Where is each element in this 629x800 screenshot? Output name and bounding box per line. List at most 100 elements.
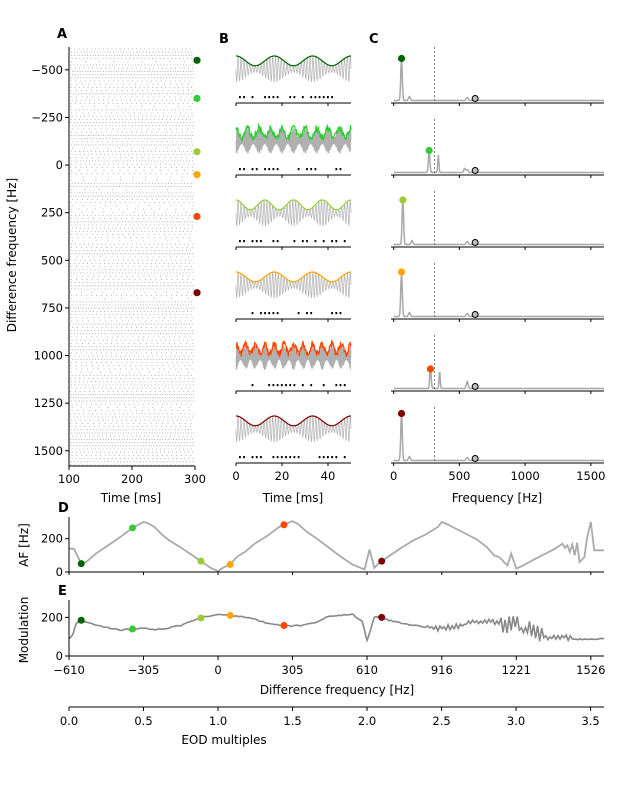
panel-c-xtick-label: 1500 — [576, 469, 605, 483]
panel-b-xlabel: Time [ms] — [262, 491, 324, 505]
spike-mark — [310, 312, 313, 315]
panel-label-e: E — [58, 584, 67, 599]
af-marker — [378, 557, 386, 565]
spike-mark — [251, 384, 254, 387]
raw-trace — [235, 199, 352, 227]
spike-mark — [264, 96, 266, 99]
raw-trace — [235, 128, 352, 154]
spike-mark — [327, 456, 329, 459]
envelope-trace — [235, 338, 352, 358]
spike-mark — [251, 312, 254, 315]
peak-marker — [426, 365, 435, 373]
panel-f-xtick-label: 3.5 — [581, 714, 599, 728]
panel-b-xtick-label: 20 — [275, 469, 290, 483]
modulation-marker — [280, 621, 288, 629]
spike-mark — [339, 312, 342, 315]
spike-mark — [272, 240, 275, 243]
spike-mark — [327, 96, 329, 99]
spike-mark — [335, 384, 338, 387]
spike-mark — [251, 240, 254, 243]
panel-e-xtick-label: 305 — [282, 663, 304, 677]
panel-b-subplot — [235, 271, 352, 322]
spike-mark — [289, 384, 292, 387]
spike-mark — [306, 240, 308, 243]
raw-trace — [235, 271, 352, 299]
panel-label-d: D — [58, 501, 69, 516]
panel-b-traces: 0 20 40 — [232, 55, 352, 483]
af-marker — [129, 524, 137, 532]
spike-mark — [289, 96, 292, 99]
spike-mark — [276, 168, 279, 171]
panel-a-ytick-label: −250 — [31, 110, 63, 124]
envelope-trace — [235, 271, 352, 283]
panel-f-xtick-label: 2.0 — [358, 714, 376, 728]
panel-e-ytick-label: 0 — [56, 649, 63, 663]
raw-trace — [235, 415, 352, 443]
envelope-trace — [235, 122, 352, 143]
spike-mark — [239, 168, 241, 171]
spike-mark — [335, 456, 338, 459]
spike-mark — [322, 96, 325, 99]
spike-mark — [322, 456, 325, 459]
af-marker — [280, 521, 288, 529]
spike-mark — [260, 456, 262, 459]
panel-f-xtick-label: 2.5 — [432, 714, 450, 728]
spike-mark — [264, 168, 266, 171]
spike-mark — [301, 96, 304, 99]
spike-mark — [272, 384, 275, 387]
panel-f-eod-axis: 0.0 0.5 1.0 1.5 2.0 2.5 3.0 3.5 — [60, 706, 604, 728]
panel-a-xtick-label: 100 — [58, 472, 80, 486]
panel-e-ylabel: Modulation — [17, 597, 31, 664]
raster-marker — [193, 94, 201, 103]
panel-b-subplot — [235, 122, 352, 178]
panel-e-xtick-label: 610 — [356, 663, 378, 677]
spike-mark — [239, 96, 241, 99]
panel-e-ytick-label: 200 — [41, 610, 63, 624]
panel-b-xtick-label: 40 — [321, 469, 336, 483]
envelope-trace — [235, 415, 352, 427]
spike-mark — [268, 96, 271, 99]
spike-mark — [272, 456, 275, 459]
eod-marker — [471, 455, 479, 462]
spike-mark — [297, 456, 300, 459]
panel-f-xtick-label: 1.5 — [283, 714, 301, 728]
panel-f-xtick-label: 3.0 — [507, 714, 525, 728]
spike-mark — [276, 96, 279, 99]
eod-marker — [471, 95, 479, 102]
panel-label-c: C — [369, 32, 379, 47]
spike-mark — [260, 312, 262, 315]
panel-f-xtick-label: 1.0 — [209, 714, 227, 728]
af-curve — [69, 520, 604, 573]
panel-a-ytick-label: 500 — [41, 253, 63, 267]
spike-mark — [310, 384, 313, 387]
panel-a-ytick-label: 1500 — [34, 444, 63, 458]
spectrum-trace — [393, 368, 604, 390]
panel-c-subplot — [391, 119, 604, 178]
spike-mark — [301, 240, 304, 243]
panel-f-xlabel: EOD multiples — [181, 733, 266, 747]
panel-a-ytick-label: 0 — [56, 158, 63, 172]
spike-mark — [343, 456, 346, 459]
panel-e-xtick-label: 1526 — [576, 663, 605, 677]
spike-mark — [310, 168, 313, 171]
spike-mark — [268, 168, 271, 171]
modulation-marker — [77, 616, 85, 624]
raster-rows — [70, 48, 194, 466]
af-marker — [226, 561, 234, 568]
panel-a-xtick-label: 200 — [121, 472, 143, 486]
spike-mark — [310, 96, 313, 99]
spike-mark — [314, 240, 317, 243]
spike-mark — [331, 96, 333, 99]
spike-mark — [276, 384, 279, 387]
spike-mark — [339, 168, 342, 171]
spike-mark — [289, 456, 292, 459]
panel-c-spectra: 0 500 1000 1500 — [390, 47, 605, 483]
envelope-trace — [235, 55, 352, 67]
panel-label-a: A — [57, 27, 67, 42]
spectrum-trace — [393, 412, 604, 462]
panel-b-subplot — [235, 55, 352, 106]
spike-mark — [255, 168, 258, 171]
spike-mark — [255, 456, 258, 459]
panel-a-ytick-label: 1250 — [34, 396, 63, 410]
spike-mark — [251, 456, 254, 459]
